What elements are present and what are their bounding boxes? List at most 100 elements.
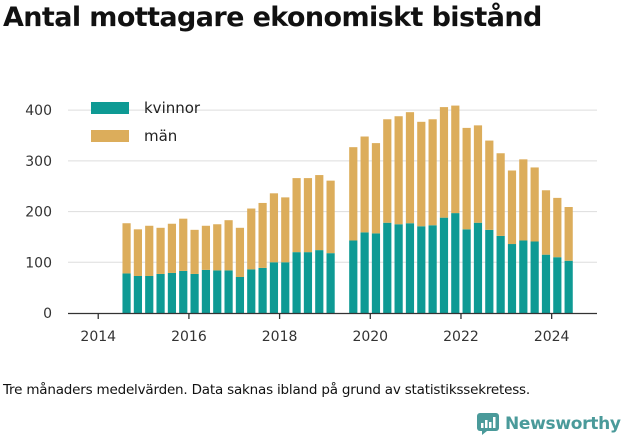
bar-kvinnor [417,226,426,313]
bar-man [473,125,483,223]
bar-man [519,159,528,241]
bar-kvinnor [451,213,460,313]
bar-kvinnor [439,217,449,313]
bar-man [553,197,562,258]
bars [122,105,573,313]
bar-man [201,225,211,270]
x-tick-label: 2018 [262,329,298,345]
y-tick-label: 100 [25,255,52,271]
bar-kvinnor [201,269,211,313]
bar-man [349,147,358,241]
bar-man [122,223,131,274]
bar-man [394,116,403,225]
bar-kvinnor [315,250,324,313]
bar-man [133,229,143,276]
bar-kvinnor [519,240,528,313]
bar-kvinnor [235,276,245,313]
bar-man [326,180,335,254]
bar-man [292,178,301,253]
newsworthy-chart-icon [477,413,499,435]
bar-man [247,208,256,270]
bar-kvinnor [462,229,471,313]
bar-kvinnor [258,267,267,313]
bar-kvinnor [564,260,573,313]
bar-kvinnor [179,270,188,313]
bar-man [213,224,222,271]
bar-man [462,127,471,230]
x-tick-label: 2022 [443,329,479,345]
bar-kvinnor [553,257,562,313]
bar-kvinnor [190,273,199,313]
x-tick-label: 2024 [534,329,570,345]
bar-kvinnor [394,224,403,313]
bar-kvinnor [383,222,392,313]
bar-kvinnor [167,272,177,313]
bar-man [507,170,517,245]
bar-kvinnor [541,254,551,313]
bar-kvinnor [269,262,279,313]
bar-man [281,197,290,263]
bar-kvinnor [213,270,222,313]
bar-kvinnor [122,273,131,313]
bar-kvinnor [371,233,381,313]
x-tick-label: 2016 [171,329,207,345]
bar-man [564,207,573,261]
bar-man [496,153,505,236]
bar-man [428,119,437,226]
bar-man [315,175,324,251]
bar-kvinnor [507,244,517,313]
bar-man [417,121,426,227]
bar-kvinnor [247,269,256,313]
bar-man [530,167,539,242]
bar-kvinnor [530,241,539,313]
footnote: Tre månaders medelvärden. Data saknas ib… [3,382,530,398]
bar-kvinnor [224,270,233,313]
bar-man [190,229,199,274]
bar-man [360,136,369,233]
bar-man [258,202,267,268]
bar-kvinnor [281,262,290,313]
bar-man [179,218,188,271]
legend: kvinnor män [91,99,201,145]
legend-swatch [91,130,129,142]
bar-kvinnor [326,253,335,313]
chart-title: Antal mottagare ekonomiskt bistånd [3,2,542,33]
bar-kvinnor [428,225,437,313]
bar-kvinnor [496,235,505,313]
bar-man [485,140,494,230]
stacked-bar-chart: 0 100 200 300 400 2014 2016 2018 2020 2022 2024 kv… [25,99,597,345]
axes: 0 100 200 300 400 2014 2016 2018 2020 2022 2024 [25,103,597,345]
y-tick-label: 400 [25,103,52,119]
legend-label: män [144,127,177,145]
bar-kvinnor [303,252,313,313]
newsworthy-logo[interactable]: Newsworthy [476,410,621,438]
bar-man [451,105,460,214]
bar-man [541,190,551,255]
bar-kvinnor [405,223,415,313]
bar-kvinnor [133,275,143,313]
bar-man [235,227,245,277]
bar-kvinnor [473,222,483,313]
bar-kvinnor [156,273,165,313]
bar-man [224,220,233,271]
bar-man [269,193,279,263]
bar-man [371,143,381,234]
bar-man [303,178,313,253]
bar-man [167,223,177,273]
bar-kvinnor [145,275,154,313]
bar-man [405,112,415,224]
bar-kvinnor [349,240,358,313]
y-tick-label: 200 [25,205,52,221]
bar-man [383,119,392,223]
bar-kvinnor [292,252,301,313]
bar-man [156,227,165,274]
bar-kvinnor [360,232,369,313]
legend-swatch [91,102,129,114]
bar-man [439,107,449,218]
logo-text: Newsworthy [505,414,621,434]
y-tick-label: 0 [43,306,52,322]
y-tick-label: 300 [25,154,52,170]
x-tick-label: 2014 [80,329,116,345]
legend-label: kvinnor [144,99,201,117]
x-tick-label: 2020 [352,329,388,345]
